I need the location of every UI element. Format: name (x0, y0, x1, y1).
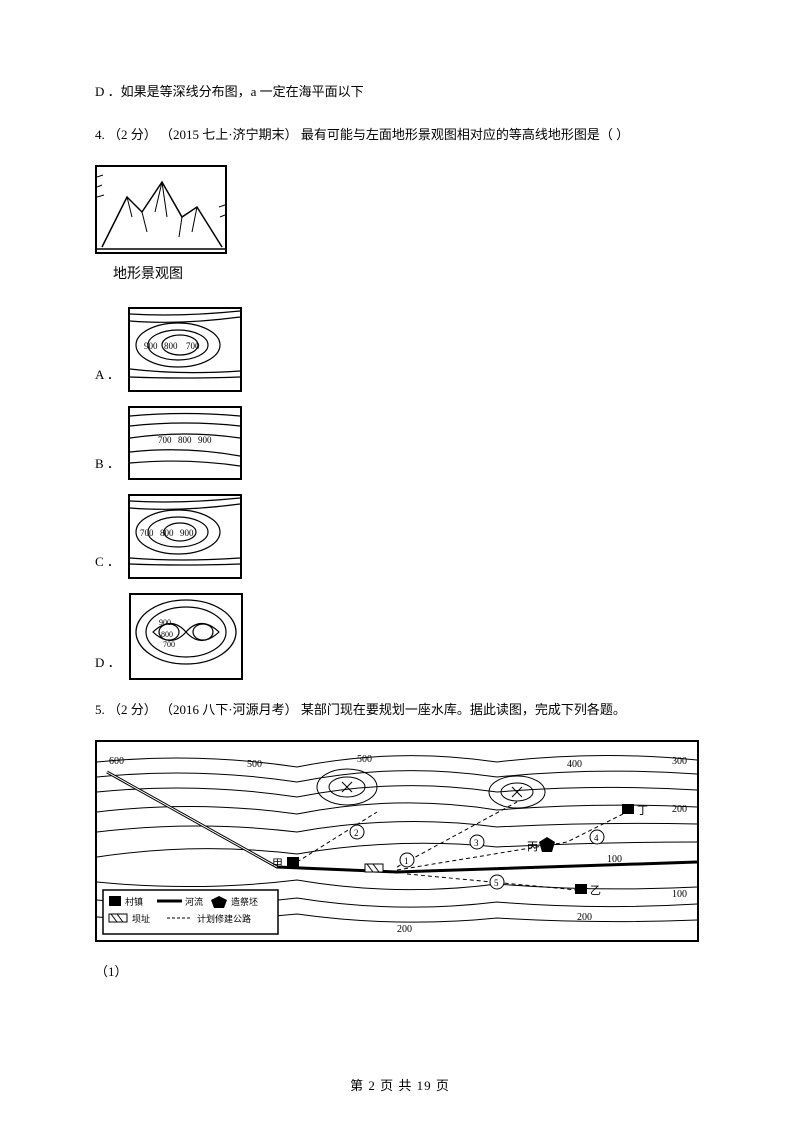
reservoir-map: 2 1 3 4 5 甲 乙 丙 丁 600 500 500 400 300 20… (95, 740, 699, 942)
svg-text:900: 900 (159, 618, 171, 627)
svg-text:700: 700 (186, 341, 200, 351)
contour-thumb-d: 900 800 700 (129, 593, 243, 680)
svg-text:800: 800 (161, 630, 173, 639)
svg-text:800: 800 (164, 341, 178, 351)
svg-text:计划修建公路: 计划修建公路 (197, 913, 251, 924)
svg-text:700: 700 (163, 640, 175, 649)
q5-sub1: （1） (95, 960, 705, 985)
svg-text:900: 900 (198, 435, 212, 445)
landscape-figure (95, 165, 227, 254)
svg-text:丁: 丁 (637, 805, 648, 817)
svg-text:3: 3 (474, 838, 479, 848)
svg-text:700: 700 (158, 435, 172, 445)
svg-text:800: 800 (160, 528, 174, 538)
svg-text:丙: 丙 (527, 841, 538, 853)
contour-thumb-c: 700 800 900 (128, 494, 242, 579)
option-b-label: B ． (95, 452, 120, 481)
option-d-label: D ． (95, 651, 121, 680)
svg-text:4: 4 (594, 833, 599, 843)
svg-text:村镇: 村镇 (125, 896, 143, 907)
q4-text: 4. （2 分） （2015 七上·济宁期末） 最有可能与左面地形景观图相对应的… (95, 123, 705, 148)
page-footer: 第 2 页 共 19 页 (0, 1075, 800, 1094)
contour-thumb-a: 900 800 700 (128, 307, 242, 392)
option-a-label: A ． (95, 363, 120, 392)
q4-option-a: A ． 900 800 700 (95, 307, 705, 392)
option-c-label: C ． (95, 550, 120, 579)
svg-text:700: 700 (140, 528, 154, 538)
svg-text:河流: 河流 (185, 896, 203, 907)
svg-text:200: 200 (577, 912, 592, 923)
svg-text:5: 5 (494, 878, 499, 888)
svg-text:造祭坯: 造祭坯 (231, 896, 258, 907)
q4-option-d: D ． 900 800 700 (95, 593, 705, 680)
svg-text:900: 900 (144, 341, 158, 351)
svg-text:500: 500 (247, 759, 262, 770)
q4-option-b: B ． 700 800 900 (95, 406, 705, 481)
svg-text:乙: 乙 (590, 884, 601, 897)
svg-text:400: 400 (567, 759, 582, 770)
svg-text:200: 200 (397, 924, 412, 935)
landscape-caption: 地形景观图 (113, 260, 705, 287)
q4-option-c: C ． 700 800 900 (95, 494, 705, 579)
svg-text:300: 300 (672, 756, 687, 767)
svg-text:1: 1 (404, 856, 409, 866)
contour-thumb-b: 700 800 900 (128, 406, 242, 481)
svg-text:坝址: 坝址 (132, 913, 150, 924)
prev-option-d: D ．如果是等深线分布图，a 一定在海平面以下 (95, 80, 705, 105)
svg-text:900: 900 (180, 528, 194, 538)
svg-text:500: 500 (357, 754, 372, 765)
svg-text:800: 800 (178, 435, 192, 445)
svg-text:200: 200 (672, 804, 687, 815)
svg-text:100: 100 (672, 889, 687, 900)
q5-text: 5. （2 分） （2016 八下·河源月考） 某部门现在要规划一座水库。据此读… (95, 698, 705, 723)
svg-text:600: 600 (109, 756, 124, 767)
svg-text:100: 100 (607, 854, 622, 865)
svg-text:2: 2 (354, 828, 359, 838)
svg-text:甲: 甲 (272, 858, 283, 870)
